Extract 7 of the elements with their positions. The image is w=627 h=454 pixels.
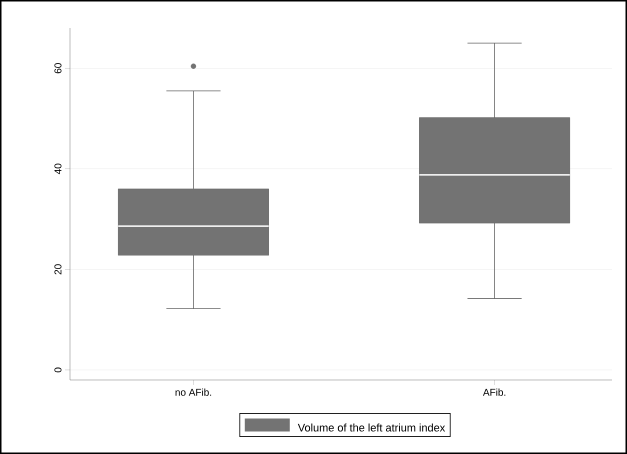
y-tick-label: 40 [54, 164, 62, 174]
y-tick-label: 20 [54, 264, 62, 274]
x-tick-label: AFib. [482, 388, 506, 396]
y-tick-label: 60 [54, 63, 62, 74]
y-tick-label: 0 [54, 368, 62, 372]
x-tick-label: no AFib. [176, 388, 212, 396]
legend-label: Volume of the left atrium index [298, 424, 446, 432]
